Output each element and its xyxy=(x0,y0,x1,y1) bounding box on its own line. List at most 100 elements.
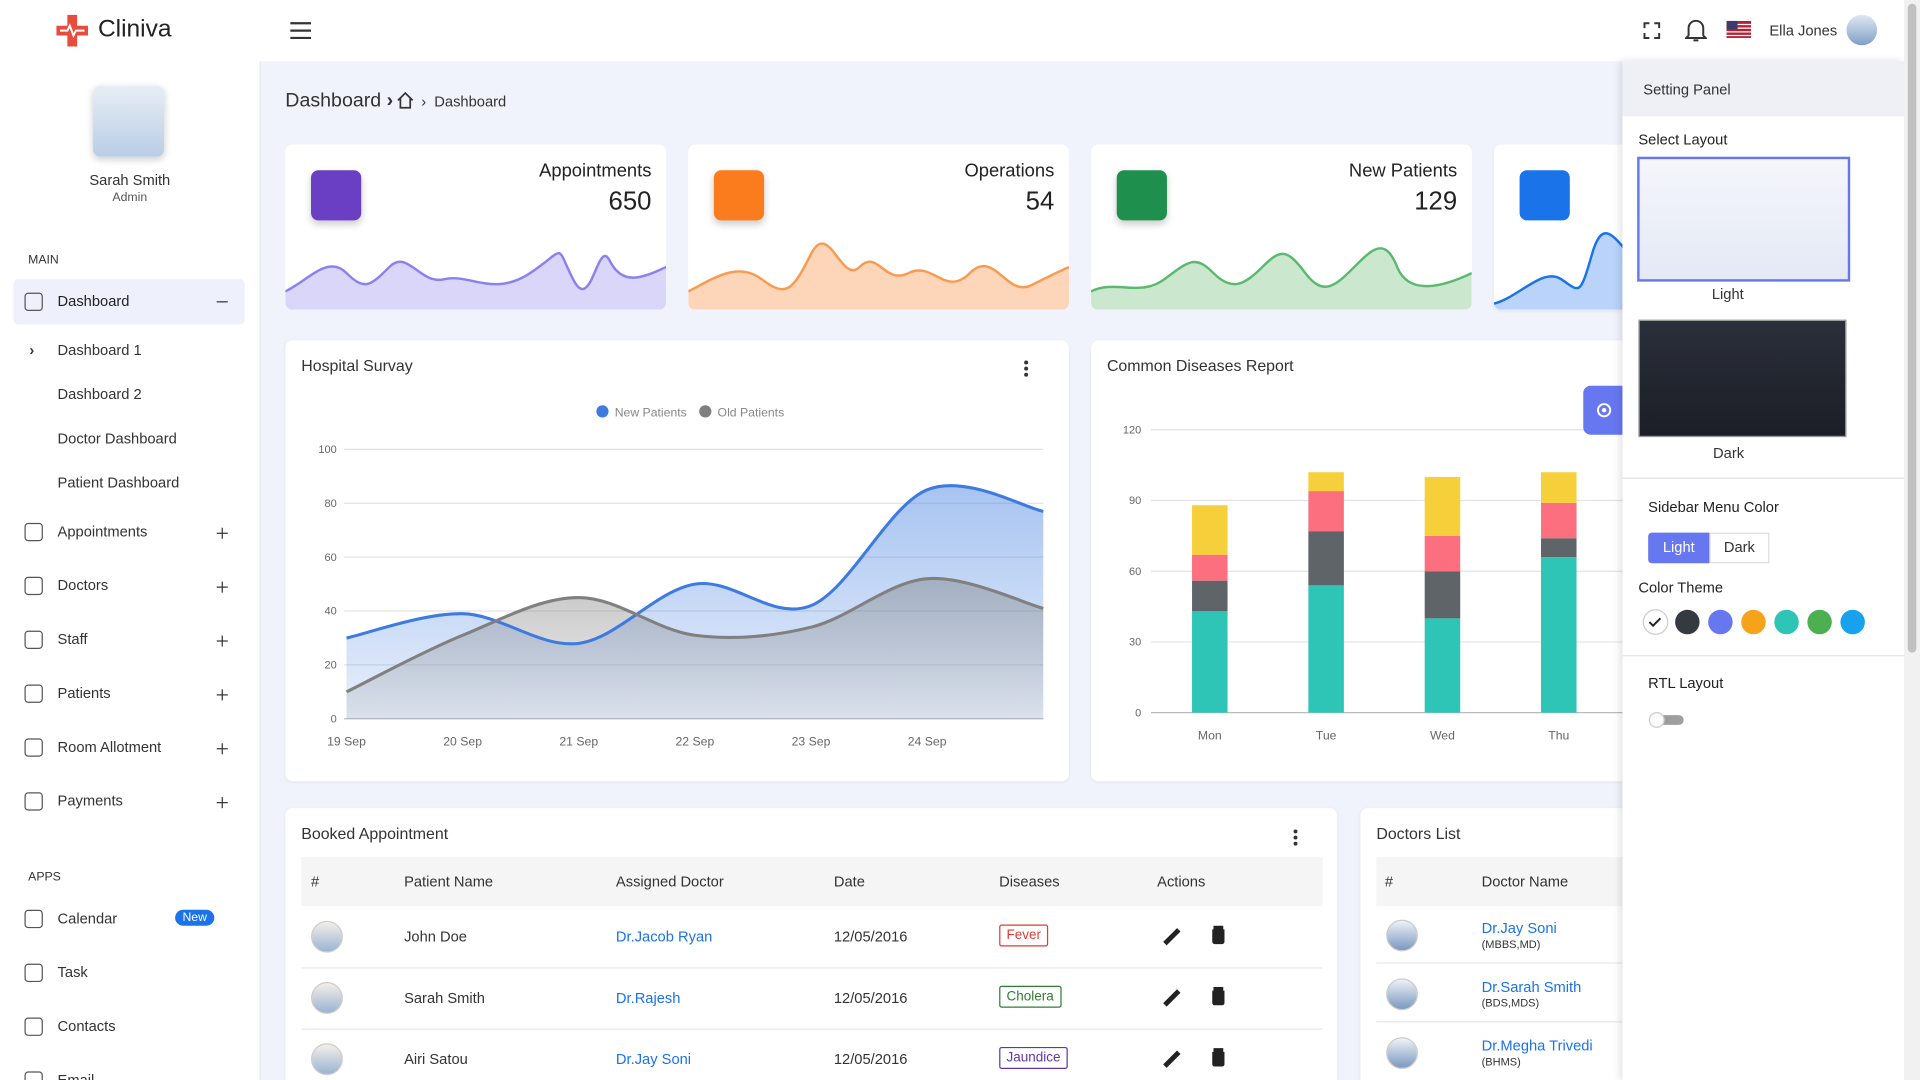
menu-item[interactable]: Contacts xyxy=(57,1017,116,1035)
submenu-item[interactable]: Dashboard 1 xyxy=(57,341,142,359)
menu-item[interactable]: Room Allotment xyxy=(57,738,162,756)
header-user[interactable]: Ella Jones xyxy=(1769,22,1838,40)
theme-swatches[interactable] xyxy=(1637,607,1882,636)
doctor-link[interactable]: Dr.Rajesh xyxy=(615,989,681,1007)
setting-panel: Setting Panel Select Layout Light Dark S… xyxy=(1622,61,1905,1080)
layout-light[interactable] xyxy=(1637,156,1851,282)
patient-avatar xyxy=(311,982,343,1014)
edit-icon[interactable] xyxy=(1163,1050,1181,1068)
menu-item[interactable]: Calendar xyxy=(57,909,118,927)
header-avatar[interactable] xyxy=(1846,14,1878,46)
delete-icon[interactable] xyxy=(1212,929,1225,945)
menu-item[interactable]: Email xyxy=(57,1071,95,1080)
doctor-link[interactable]: Dr.Jacob Ryan xyxy=(615,928,713,946)
bar-segment xyxy=(1308,491,1344,532)
settings-toggle[interactable] xyxy=(1583,385,1625,435)
menu-item[interactable]: Appointments xyxy=(57,522,148,540)
stat-card: Operations 54 xyxy=(688,144,1069,310)
card-title: Common Diseases Report xyxy=(1106,356,1294,375)
column-header: Assigned Doctor xyxy=(615,873,724,891)
x-tick-label: 24 Sep xyxy=(908,735,947,749)
column-header: Date xyxy=(833,873,865,891)
x-tick-label: Thu xyxy=(1548,729,1569,743)
section-title: Sidebar Menu Color xyxy=(1648,498,1779,516)
patient-avatar xyxy=(311,1043,343,1076)
patient-name: John Doe xyxy=(404,928,467,946)
page-title: Dashboard › xyxy=(285,90,394,112)
doctor-name[interactable]: Dr.Sarah Smith xyxy=(1481,978,1582,996)
stat-icon xyxy=(713,170,765,221)
sparkline-line xyxy=(688,242,1069,293)
menu-icon xyxy=(24,684,43,703)
sidebar: Cliniva Sarah Smith Admin MAIN Dashboard ›… xyxy=(0,0,261,1080)
x-tick-label: 22 Sep xyxy=(676,735,715,749)
menu-item[interactable]: Doctors xyxy=(57,576,109,594)
stat-card: New Patients 129 xyxy=(1091,144,1472,310)
menu-expand xyxy=(221,581,224,593)
y-tick-label: 80 xyxy=(324,498,336,510)
column-header: # xyxy=(1384,873,1394,891)
doctor-name[interactable]: Dr.Jay Soni xyxy=(1481,919,1557,937)
stat-icon xyxy=(311,170,362,221)
sparkline-area xyxy=(688,243,1069,310)
breadcrumb-title: Dashboard xyxy=(285,90,382,112)
fullscreen-icon[interactable] xyxy=(1643,22,1661,39)
line xyxy=(345,576,1044,694)
flag-icon[interactable] xyxy=(1726,20,1752,38)
layout-label: Light xyxy=(1711,285,1744,303)
layout-label: Dark xyxy=(1713,444,1745,462)
bar-segment xyxy=(1541,502,1577,539)
edit-icon[interactable] xyxy=(1163,928,1181,946)
menu-color-dark[interactable]: Dark xyxy=(1709,532,1770,564)
disease-badge: Cholera xyxy=(999,985,1062,1008)
bar-segment xyxy=(1308,531,1344,586)
layout-dark[interactable] xyxy=(1638,319,1847,438)
doctor-link[interactable]: Dr.Jay Soni xyxy=(615,1050,692,1068)
menu-item[interactable]: Payments xyxy=(57,792,123,810)
menu-item[interactable]: Staff xyxy=(57,630,88,648)
patient-name: Airi Satou xyxy=(404,1050,468,1068)
brand: Cliniva xyxy=(97,15,172,43)
more-icon[interactable] xyxy=(1292,828,1299,848)
menu-item[interactable]: Patients xyxy=(57,684,111,702)
date: 12/05/2016 xyxy=(833,989,908,1007)
y-tick-label: 30 xyxy=(1129,637,1141,649)
stat-value: 650 xyxy=(608,187,652,216)
menu-icon xyxy=(24,292,43,312)
row-divider xyxy=(1376,962,1655,964)
line xyxy=(346,484,1044,646)
notification-icon[interactable] xyxy=(1684,18,1707,42)
card-title: Doctors List xyxy=(1376,824,1461,843)
submenu-item[interactable]: Patient Dashboard xyxy=(57,473,180,492)
rtl-switch[interactable] xyxy=(1647,711,1689,728)
home-icon[interactable] xyxy=(397,91,414,109)
legend-marker xyxy=(699,405,712,418)
menu-toggle[interactable] xyxy=(290,22,312,40)
delete-icon[interactable] xyxy=(1212,990,1225,1006)
submenu-item[interactable]: Doctor Dashboard xyxy=(57,429,177,447)
panel-header xyxy=(1622,61,1905,117)
menu-color-light[interactable]: Light xyxy=(1648,532,1710,564)
doctor-name[interactable]: Dr.Megha Trivedi xyxy=(1481,1037,1593,1055)
menu-icon xyxy=(24,522,43,542)
edit-icon[interactable] xyxy=(1163,989,1181,1007)
sparkline-area xyxy=(285,253,667,310)
delete-icon[interactable] xyxy=(1212,1051,1225,1067)
x-tick-label: 21 Sep xyxy=(559,735,598,749)
y-tick-label: 60 xyxy=(1129,566,1141,578)
appointments-card: Booked Appointment # Patient Name Assigned… xyxy=(285,808,1338,1080)
menu-icon xyxy=(24,792,43,811)
stat-value: 129 xyxy=(1414,187,1458,216)
more-icon[interactable] xyxy=(1022,359,1029,379)
x-tick-label: Mon xyxy=(1198,729,1222,743)
menu-item[interactable]: Task xyxy=(57,963,88,981)
column-header: Doctor Name xyxy=(1481,873,1569,891)
submenu-item[interactable]: Dashboard 2 xyxy=(57,385,142,403)
breadcrumb-current: Dashboard xyxy=(434,93,507,111)
divider xyxy=(1622,655,1905,657)
doctor-degree: (BDS,MDS) xyxy=(1481,996,1540,1009)
menu-item[interactable]: Dashboard xyxy=(57,292,130,310)
row-divider xyxy=(1376,1021,1655,1023)
stat-label: Appointments xyxy=(539,160,652,182)
y-tick-label: 120 xyxy=(1123,424,1141,436)
